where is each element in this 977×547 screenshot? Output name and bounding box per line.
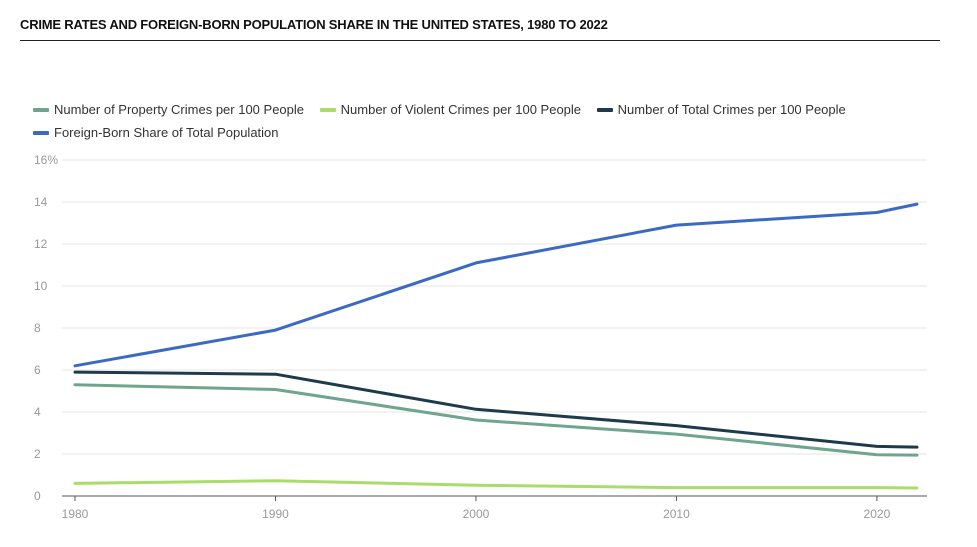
legend-label-total-crimes: Number of Total Crimes per 100 People	[617, 102, 846, 117]
x-tick-label: 1990	[262, 507, 289, 521]
series-lines	[73, 202, 919, 490]
legend-swatch-foreign-born-share	[33, 130, 49, 135]
legend-label-property-crimes: Number of Property Crimes per 100 People	[54, 102, 305, 117]
legend-swatch-total-crimes	[596, 107, 613, 112]
y-tick-label: 10	[34, 279, 48, 293]
y-tick-label: 8	[34, 321, 41, 335]
y-tick-label: 12	[34, 237, 48, 251]
legend-item-total-crimes[interactable]: Number of Total Crimes per 100 People	[596, 98, 846, 121]
legend-swatch-property-crimes	[33, 107, 49, 112]
legend-label-foreign-born-share: Foreign-Born Share of Total Population	[54, 125, 279, 140]
legend-swatch-violent-crimes	[319, 107, 336, 112]
legend-item-property-crimes[interactable]: Number of Property Crimes per 100 People	[33, 98, 304, 121]
legend-label-violent-crimes: Number of Violent Crimes per 100 People	[340, 102, 582, 117]
x-tick-label: 2010	[663, 507, 690, 521]
series-line-foreign-born-share	[73, 202, 919, 368]
y-tick-label: 6	[34, 363, 41, 377]
y-tick-label: 2	[34, 447, 41, 461]
title-divider	[20, 40, 940, 41]
y-tick-label: 4	[34, 405, 41, 419]
y-tick-label: 16%	[34, 153, 58, 167]
series-line-total-crimes	[73, 370, 919, 449]
legend: Number of Property Crimes per 100 People…	[33, 98, 933, 144]
legend-item-violent-crimes[interactable]: Number of Violent Crimes per 100 People	[319, 98, 582, 121]
chart-title: CRIME RATES AND FOREIGN-BORN POPULATION …	[20, 17, 608, 32]
series-line-property-crimes	[73, 383, 919, 457]
axes: 16% 14 12 10 8 6 4 2 0 1980 1990 2000 2010 2020	[34, 153, 927, 521]
y-tick-label: 0	[34, 489, 41, 503]
legend-item-foreign-born-share[interactable]: Foreign-Born Share of Total Population	[33, 121, 279, 144]
x-tick-label: 1980	[62, 507, 89, 521]
x-tick-label: 2000	[463, 507, 490, 521]
y-tick-label: 14	[34, 195, 48, 209]
x-tick-label: 2020	[864, 507, 891, 521]
series-line-violent-crimes	[73, 479, 919, 490]
